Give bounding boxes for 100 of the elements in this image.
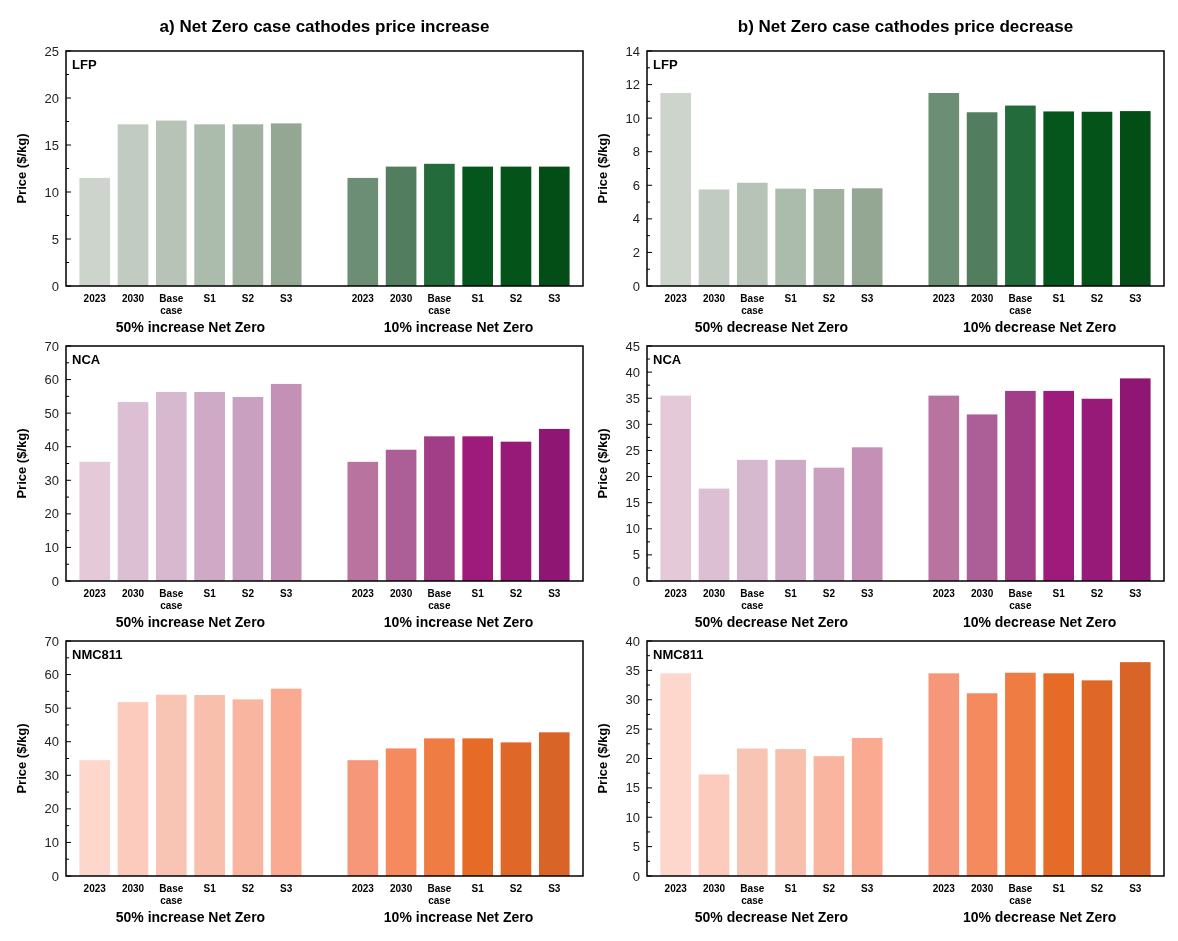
y-axis-title: Price ($/kg) [14, 428, 29, 499]
x-tick-label: Base case [427, 293, 452, 316]
bar [347, 461, 379, 581]
x-tick-label: 2023 [83, 588, 107, 599]
y-tick-label: 10 [44, 184, 59, 200]
x-tick-label: S2 [1090, 883, 1104, 894]
chart-title: b) Net Zero case cathodes price decrease [737, 17, 1074, 36]
y-tick-label: 25 [625, 721, 640, 737]
x-tick-label: Base case [1008, 588, 1033, 611]
x-tick-label: S1 [203, 588, 217, 599]
chart-title: a) Net Zero case cathodes price increase [159, 17, 490, 36]
x-tick-label: S2 [509, 293, 523, 304]
y-tick-label: 60 [44, 372, 59, 388]
x-tick-label: S3 [1129, 588, 1142, 599]
x-tick-label: 2030 [702, 588, 726, 599]
y-tick-label: 10 [625, 809, 640, 825]
bar [232, 124, 264, 286]
bar [156, 694, 187, 876]
bar [500, 166, 532, 286]
x-tick-label: 2023 [932, 588, 956, 599]
y-tick-label: 8 [632, 144, 640, 160]
bar [1043, 390, 1074, 581]
x-tick-label: Base case [1008, 883, 1033, 906]
bar [1005, 105, 1036, 286]
text: 50% increase Net Zero [115, 909, 266, 925]
x-tick-label: S2 [1090, 588, 1104, 599]
x-tick-label: 2030 [389, 588, 413, 599]
x-tick-label: S3 [548, 883, 561, 894]
y-tick-label: 10 [625, 521, 640, 537]
text: 50% increase Net Zero [115, 319, 266, 335]
text: LFP [653, 57, 678, 72]
x-tick-label: Base case [159, 883, 184, 906]
y-axis-title: Price ($/kg) [14, 723, 29, 794]
x-tick-label: S2 [822, 293, 836, 304]
bar [347, 177, 379, 286]
x-tick-label: 2030 [970, 883, 994, 894]
bar [462, 166, 493, 286]
bar [385, 166, 417, 286]
y-tick-label: 5 [632, 547, 640, 563]
bar [117, 124, 149, 286]
bar [117, 702, 149, 876]
bar [698, 189, 730, 286]
y-tick-label: 35 [625, 662, 640, 678]
bar [1005, 390, 1036, 581]
x-tick-label: Base case [740, 883, 765, 906]
x-tick-label: S1 [784, 883, 798, 894]
x-tick-label: S1 [471, 588, 485, 599]
x-tick-label: 2030 [702, 293, 726, 304]
y-tick-label: 5 [51, 231, 59, 247]
y-tick-label: 30 [44, 472, 59, 488]
x-tick-label: 2030 [389, 293, 413, 304]
x-tick-label: S3 [861, 883, 874, 894]
text: 50% decrease Net Zero [694, 614, 849, 630]
bar [660, 673, 692, 876]
x-tick-label: 2023 [83, 883, 107, 894]
bar [79, 461, 111, 581]
y-tick-label: 20 [44, 506, 59, 522]
bar [462, 436, 493, 581]
bar [737, 748, 768, 876]
text: LFP [72, 57, 97, 72]
bar [270, 123, 302, 286]
x-tick-label: 2023 [664, 293, 688, 304]
x-tick-label: S3 [1129, 883, 1142, 894]
y-tick-label: 20 [625, 751, 640, 767]
y-tick-label: 25 [625, 442, 640, 458]
y-tick-label: 35 [625, 390, 640, 406]
x-tick-label: S1 [471, 293, 485, 304]
y-tick-label: 50 [44, 700, 59, 716]
x-tick-label: Base case [159, 588, 184, 611]
bar [232, 397, 264, 581]
bar [966, 414, 998, 581]
x-tick-label: S3 [861, 588, 874, 599]
x-tick-label: S1 [1052, 883, 1066, 894]
x-tick-label: 2023 [351, 588, 375, 599]
bar [538, 428, 570, 581]
bar [851, 188, 883, 286]
bar [1119, 111, 1151, 286]
bar [1081, 111, 1113, 286]
x-tick-label: 2023 [932, 883, 956, 894]
y-tick-label: 0 [632, 278, 640, 294]
bar [424, 163, 455, 286]
x-tick-label: 2023 [664, 588, 688, 599]
x-tick-label: Base case [740, 293, 765, 316]
bar [737, 182, 768, 286]
x-tick-label: S3 [280, 293, 293, 304]
y-tick-label: 6 [632, 177, 640, 193]
y-tick-label: 2 [632, 244, 640, 260]
y-tick-label: 40 [625, 633, 640, 649]
y-axis-title: Price ($/kg) [595, 723, 610, 794]
x-tick-label: Base case [427, 883, 452, 906]
bar [1081, 680, 1113, 876]
text: 10% decrease Net Zero [962, 909, 1117, 925]
y-tick-label: 70 [44, 633, 59, 649]
x-tick-label: 2023 [932, 293, 956, 304]
bar [117, 402, 149, 581]
y-tick-label: 0 [51, 573, 59, 589]
y-tick-label: 20 [625, 469, 640, 485]
y-tick-label: 40 [625, 364, 640, 380]
bar [347, 760, 379, 876]
y-tick-label: 30 [625, 692, 640, 708]
